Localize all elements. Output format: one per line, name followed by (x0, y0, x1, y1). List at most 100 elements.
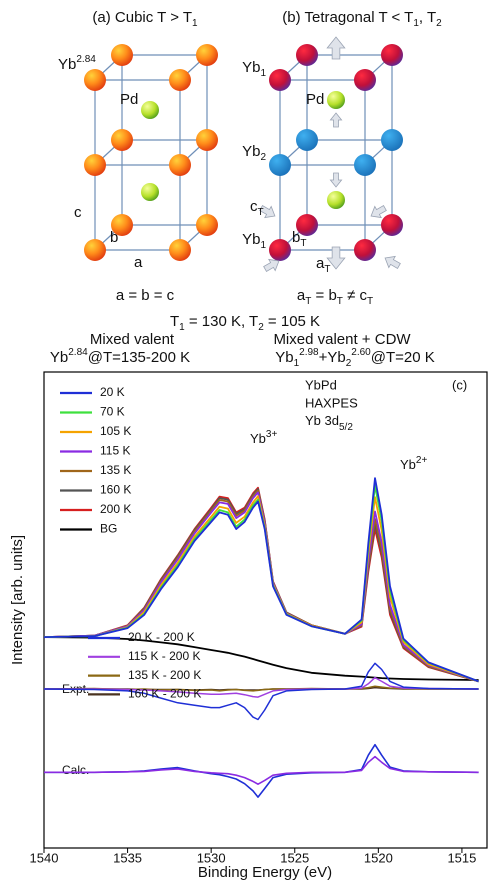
legend: 20 K 70 K 105 K 115 K 135 K 160 K 200 K BG (60, 385, 131, 536)
yb2-label: Yb2 (242, 143, 266, 163)
yb-atom (196, 44, 218, 66)
spectrum-line (43, 477, 479, 683)
axis-label: c (74, 204, 82, 221)
legend-label: 20 K (100, 385, 125, 399)
y-axis-label: Intensity [arb. units] (9, 535, 26, 665)
x-tick-label: 1540 (30, 850, 59, 865)
yb-atom (354, 154, 376, 176)
legend-label: 200 K (100, 502, 131, 516)
annotation: Yb3+ (250, 429, 277, 446)
spectrum-line (43, 495, 479, 683)
yb-atom (84, 239, 106, 261)
annotation: Yb 3d5/2 (305, 413, 353, 433)
spectrum-line (43, 484, 479, 683)
yb-atom (84, 154, 106, 176)
spectrum-line (43, 489, 479, 683)
legend-label: 115 K - 200 K (128, 649, 201, 663)
yb-atom (169, 154, 191, 176)
x-axis-label: Binding Energy (eV) (198, 864, 332, 880)
annotation: Yb2+ (400, 455, 427, 472)
yb1-label: Yb1 (242, 59, 266, 79)
temperatures: T1 = 130 K, T2 = 105 K (170, 313, 320, 333)
yb-atom (111, 214, 133, 236)
yb-atom (269, 239, 291, 261)
strain-arrow (326, 246, 346, 270)
strain-arrow (329, 172, 343, 188)
strain-arrow (259, 205, 276, 219)
yb-atom (269, 154, 291, 176)
phase-name: Mixed valent (90, 331, 175, 348)
pd-atom (327, 91, 345, 109)
spectrum-line (43, 636, 479, 681)
yb-atom (296, 44, 318, 66)
yb-atom (169, 69, 191, 91)
x-tick-label: 1520 (364, 850, 393, 865)
strain-arrow (263, 258, 280, 272)
legend-label: BG (100, 522, 117, 536)
spectrum-line (43, 662, 479, 721)
pd-atom (327, 191, 345, 209)
structures (84, 36, 403, 272)
valence: Yb2.84@T=135-200 K (50, 347, 190, 366)
plot-frame (43, 371, 488, 849)
yb-atom (354, 69, 376, 91)
yb-atom (381, 44, 403, 66)
legend-label: 160 K - 200 K (128, 687, 201, 701)
strain-arrow (384, 255, 401, 269)
strain-arrow (370, 205, 387, 219)
axis-label: cT (250, 198, 264, 218)
x-tick-label: 1530 (197, 850, 226, 865)
spectrum-line (44, 755, 479, 785)
legend-label: 160 K (100, 483, 131, 497)
yb-atom (111, 129, 133, 151)
spectrum-line (43, 685, 479, 692)
spectrum-line (44, 743, 479, 798)
relation: a = b = c (116, 287, 175, 304)
yb-atom (196, 214, 218, 236)
annotation: Calc. (62, 763, 89, 777)
tetragonal-title: (b) Tetragonal T < T1, T2 (282, 9, 442, 29)
pd-atom (141, 183, 159, 201)
annotation: YbPd (305, 377, 337, 392)
panel-label: (c) (452, 377, 467, 392)
relation: aT = bT ≠ cT (297, 287, 373, 307)
valence: Yb12.98+Yb22.60@T=20 K (275, 347, 435, 369)
yb1-label: Yb1 (242, 231, 266, 251)
yb-label: Yb2.84 (58, 54, 96, 73)
legend-label: 115 K (100, 444, 130, 458)
yb-atom (381, 214, 403, 236)
yb-atom (296, 214, 318, 236)
yb-atom (381, 129, 403, 151)
yb-atom (84, 69, 106, 91)
chart: Yb3+ YbPd HAXPES Yb 3d5/2 (c) Yb2+ Expt.… (9, 371, 488, 880)
pd-label: Pd (306, 91, 324, 108)
legend-label: 20 K - 200 K (128, 630, 195, 644)
x-tick-label: 1525 (280, 850, 309, 865)
legend-label: 70 K (100, 405, 125, 419)
x-tick-label: 1535 (113, 850, 142, 865)
spectrum-line (43, 491, 479, 683)
cubic-title: (a) Cubic T > T1 (92, 9, 198, 29)
x-tick-label: 1515 (447, 850, 476, 865)
yb-atom (111, 44, 133, 66)
strain-arrow (326, 36, 346, 60)
yb-atom (354, 239, 376, 261)
legend-label: 135 K - 200 K (128, 668, 201, 682)
legend: 20 K - 200 K 115 K - 200 K 135 K - 200 K 16… (88, 630, 201, 701)
legend-label: 105 K (100, 424, 131, 438)
yb-atom (169, 239, 191, 261)
phase-name: Mixed valent + CDW (273, 331, 411, 348)
pd-atom (141, 101, 159, 119)
annotation: HAXPES (305, 395, 358, 410)
legend-label: 135 K (100, 463, 131, 477)
strain-arrow (329, 112, 343, 128)
yb-atom (196, 129, 218, 151)
axis-label: b (110, 229, 118, 246)
axis-label: a (134, 254, 143, 271)
yb-atom (269, 69, 291, 91)
axis-label: bT (292, 229, 306, 249)
yb-atom (296, 129, 318, 151)
spectrum-line (44, 676, 479, 698)
pd-label: Pd (120, 91, 138, 108)
